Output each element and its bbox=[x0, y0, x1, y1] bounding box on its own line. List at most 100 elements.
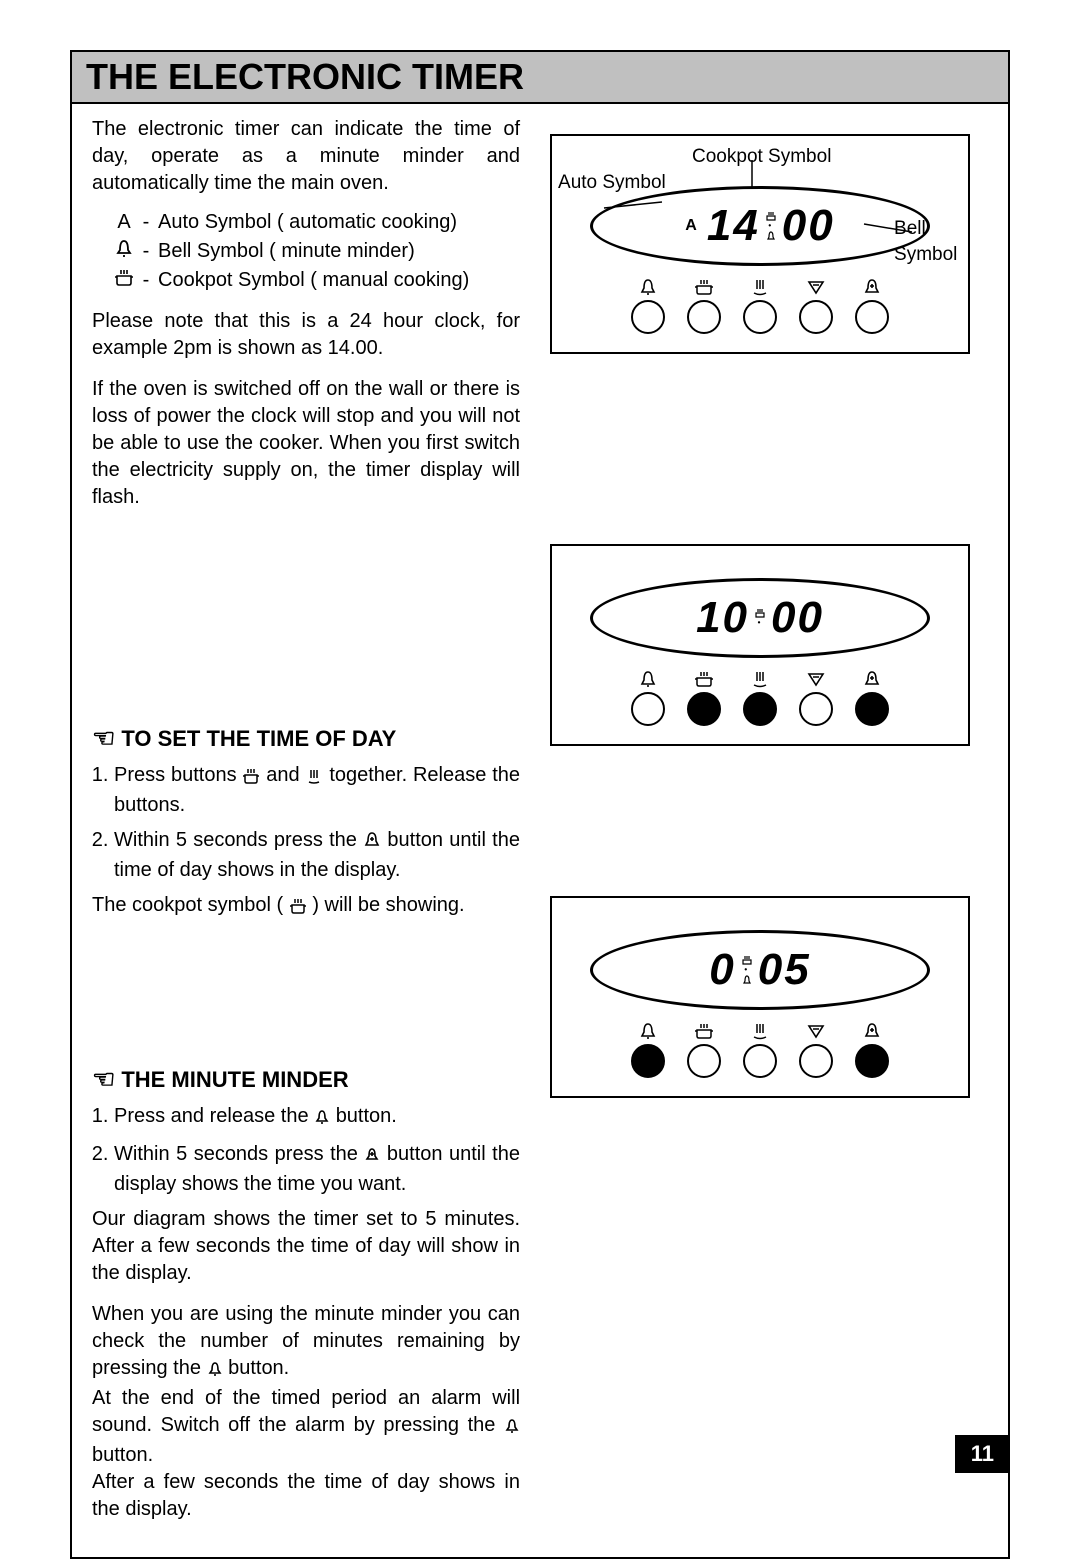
dash: - bbox=[140, 267, 152, 294]
set-time-step-1: Press buttons and together. Release the … bbox=[114, 762, 520, 819]
auto-indicator: A bbox=[685, 215, 699, 237]
minute-minder-para1: Our diagram shows the timer set to 5 min… bbox=[92, 1206, 520, 1287]
pointing-hand-icon: ☞ bbox=[92, 721, 115, 756]
btn-col-bell bbox=[631, 278, 665, 334]
legend-text-auto: Auto Symbol ( automatic cooking) bbox=[158, 209, 457, 236]
timer-display: 0 • 05 bbox=[590, 930, 930, 1010]
steam-icon bbox=[750, 1022, 770, 1040]
legend-row-bell: - Bell Symbol ( minute minder) bbox=[114, 238, 520, 265]
plus-bell-icon bbox=[862, 278, 882, 296]
timer-diagram-minute-minder: 0 • 05 bbox=[550, 896, 970, 1098]
subhead-text: THE MINUTE MINDER bbox=[121, 1065, 348, 1095]
minute-minder-para3: At the end of the timed period an alarm … bbox=[92, 1385, 520, 1469]
digit: 0 bbox=[709, 940, 735, 999]
minus-triangle-icon bbox=[806, 670, 826, 688]
subhead-minute-minder: ☞ THE MINUTE MINDER bbox=[92, 1062, 520, 1097]
timer-display: 10 • 00 bbox=[590, 578, 930, 658]
text: Press and release the bbox=[114, 1105, 314, 1127]
timer-button bbox=[631, 692, 665, 726]
page-number: 11 bbox=[955, 1435, 1010, 1473]
bell-icon bbox=[114, 238, 134, 265]
separator-icons: • bbox=[754, 608, 766, 628]
timer-diagram-main: Auto Symbol Cookpot Symbol Bell Symbol A… bbox=[550, 134, 970, 354]
main-content: The electronic timer can indicate the ti… bbox=[72, 104, 1008, 1557]
timer-button-row bbox=[560, 670, 960, 726]
cookpot-icon bbox=[114, 267, 134, 294]
btn-col-up bbox=[855, 278, 889, 334]
bell-icon bbox=[638, 670, 658, 688]
cookpot-icon bbox=[242, 765, 260, 792]
timer-button bbox=[799, 300, 833, 334]
page-title: THE ELECTRONIC TIMER bbox=[72, 52, 1008, 104]
bell-icon bbox=[638, 278, 658, 296]
subhead-set-time: ☞ TO SET THE TIME OF DAY bbox=[92, 721, 520, 756]
digit: 00 bbox=[782, 196, 835, 255]
digit: 14 bbox=[707, 196, 760, 255]
text: At the end of the timed period an alarm … bbox=[92, 1387, 520, 1436]
auto-letter: A bbox=[114, 209, 134, 236]
timer-diagram-set-time: 10 • 00 bbox=[550, 544, 970, 746]
steam-icon bbox=[305, 765, 323, 792]
text: button. bbox=[92, 1444, 153, 1466]
time-readout: A 14 • 00 bbox=[685, 196, 834, 255]
plus-bell-icon bbox=[862, 1022, 882, 1040]
subhead-text: TO SET THE TIME OF DAY bbox=[121, 724, 396, 754]
timer-button bbox=[799, 1044, 833, 1078]
power-note: If the oven is switched off on the wall … bbox=[92, 376, 520, 511]
bell-icon bbox=[504, 1415, 520, 1442]
timer-button-row bbox=[560, 278, 960, 334]
minute-minder-step-1: Press and release the button. bbox=[114, 1103, 520, 1133]
symbol-legend: A - Auto Symbol ( automatic cooking) - B… bbox=[114, 209, 520, 294]
dash: - bbox=[140, 209, 152, 236]
minute-minder-para2: When you are using the minute minder you… bbox=[92, 1301, 520, 1385]
cookpot-icon bbox=[693, 1022, 715, 1040]
left-column: The electronic timer can indicate the ti… bbox=[92, 116, 520, 1537]
legend-text-bell: Bell Symbol ( minute minder) bbox=[158, 238, 415, 265]
plus-bell-icon bbox=[364, 1144, 380, 1171]
timer-button bbox=[687, 1044, 721, 1078]
text: When you are using the minute minder you… bbox=[92, 1303, 520, 1379]
steam-icon bbox=[750, 278, 770, 296]
digit: 05 bbox=[758, 940, 811, 999]
digit: 10 bbox=[696, 588, 749, 647]
separator-icons: • bbox=[765, 211, 777, 241]
text: and bbox=[266, 764, 305, 786]
separator-icons: • bbox=[741, 955, 753, 985]
timer-button bbox=[687, 692, 721, 726]
legend-row-cookpot: - Cookpot Symbol ( manual cooking) bbox=[114, 267, 520, 294]
intro-paragraph: The electronic timer can indicate the ti… bbox=[92, 116, 520, 197]
text: ) will be showing. bbox=[312, 894, 464, 916]
btn-col-cookpot bbox=[687, 278, 721, 334]
time-readout: 0 • 05 bbox=[709, 940, 810, 999]
text: button. bbox=[228, 1357, 289, 1379]
text: Within 5 seconds press the bbox=[114, 1143, 364, 1165]
timer-button bbox=[855, 300, 889, 334]
bell-icon bbox=[314, 1106, 330, 1133]
cookpot-icon bbox=[693, 670, 715, 688]
text: The cookpot symbol ( bbox=[92, 894, 289, 916]
digit: 00 bbox=[771, 588, 824, 647]
set-time-step-2: Within 5 seconds press the button until … bbox=[114, 827, 520, 884]
plus-bell-icon bbox=[862, 670, 882, 688]
timer-button bbox=[631, 300, 665, 334]
set-time-steps: Press buttons and together. Release the … bbox=[92, 762, 520, 884]
legend-text-cookpot: Cookpot Symbol ( manual cooking) bbox=[158, 267, 469, 294]
dash: - bbox=[140, 238, 152, 265]
text: Press buttons bbox=[114, 764, 242, 786]
right-column: Auto Symbol Cookpot Symbol Bell Symbol A… bbox=[550, 116, 988, 1537]
text: button. bbox=[336, 1105, 397, 1127]
btn-col-steam bbox=[743, 278, 777, 334]
cookpot-showing-note: The cookpot symbol ( ) will be showing. bbox=[92, 892, 520, 922]
timer-button bbox=[743, 1044, 777, 1078]
timer-button-row bbox=[560, 1022, 960, 1078]
time-readout: 10 • 00 bbox=[696, 588, 824, 647]
timer-display: A 14 • 00 bbox=[590, 186, 930, 266]
minute-minder-step-2: Within 5 seconds press the button until … bbox=[114, 1141, 520, 1198]
pointing-hand-icon: ☞ bbox=[92, 1062, 115, 1097]
timer-button bbox=[631, 1044, 665, 1078]
bell-icon bbox=[207, 1358, 223, 1385]
cookpot-icon bbox=[693, 278, 715, 296]
timer-button bbox=[799, 692, 833, 726]
timer-button bbox=[855, 692, 889, 726]
plus-bell-icon bbox=[363, 830, 381, 857]
